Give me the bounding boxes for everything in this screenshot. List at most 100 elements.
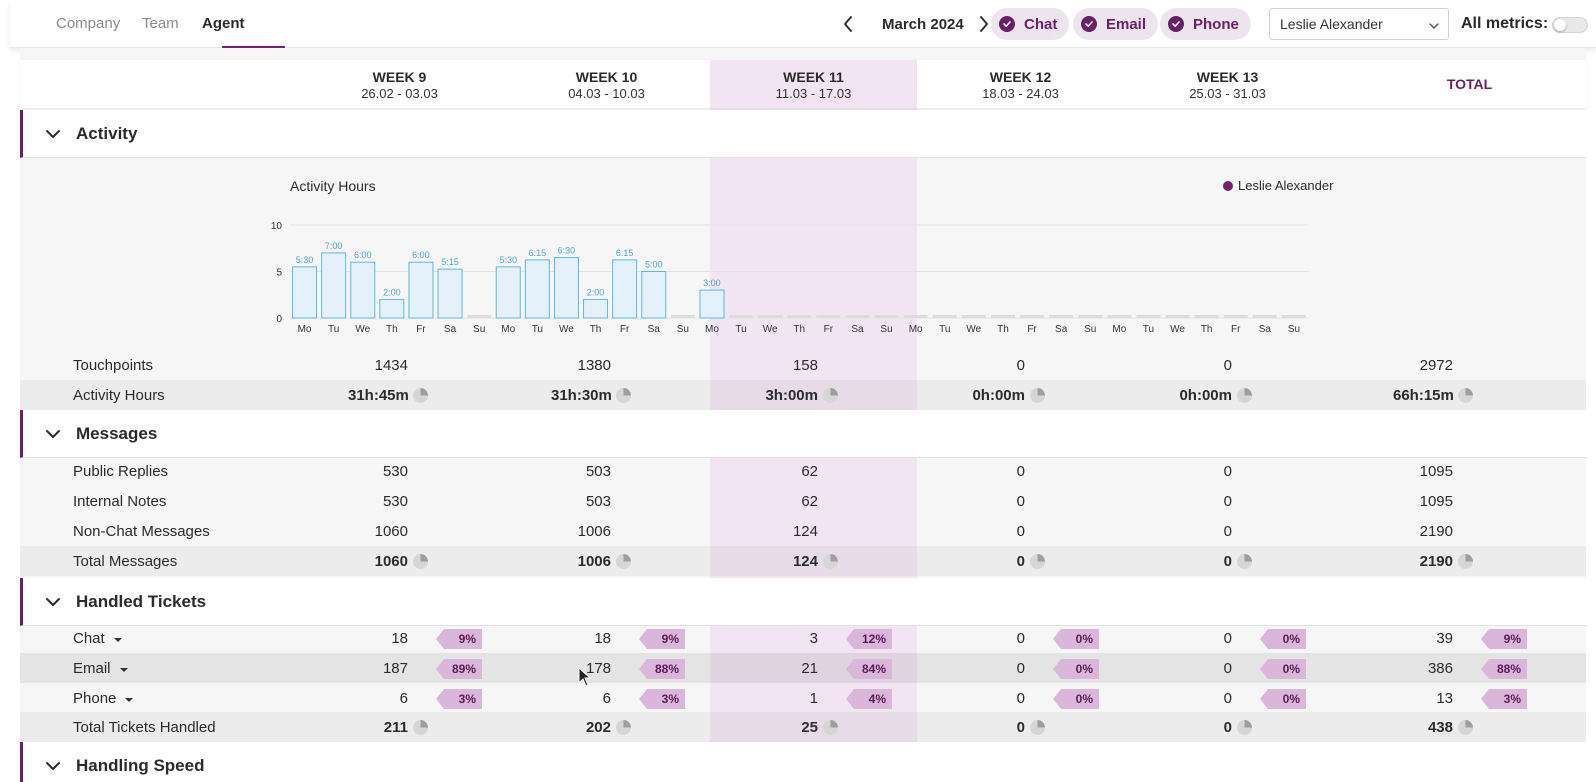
week-header-10[interactable]: WEEK 10 04.03 - 10.03 — [503, 69, 710, 101]
mouse-cursor-icon — [578, 667, 592, 687]
badge-text: 0% — [1075, 692, 1093, 706]
bar — [1020, 315, 1045, 318]
value-cell: 530 — [382, 493, 408, 510]
pie-chart-icon[interactable] — [1458, 720, 1473, 735]
section-messages-header[interactable]: Messages — [20, 410, 1586, 458]
all-metrics-toggle[interactable] — [1552, 17, 1588, 33]
pie-chart-icon[interactable] — [823, 388, 838, 403]
badge-shape — [1260, 659, 1306, 679]
table-row: Chat 18 9% 18 9% 3 12% 0 0% 0 0% 39 9% — [20, 623, 1586, 653]
caret-down-icon[interactable] — [113, 631, 123, 648]
value-cell: 0 — [1223, 719, 1232, 736]
percent-badge: 3% — [639, 689, 685, 709]
pie-chart-icon[interactable] — [616, 554, 631, 569]
pie-chart-icon[interactable] — [1237, 720, 1252, 735]
row-label: Total Tickets Handled — [73, 719, 216, 736]
chat-filter-chip[interactable]: Chat — [991, 8, 1070, 40]
pie-chart-icon[interactable] — [823, 720, 838, 735]
value-cell: 39 — [1436, 630, 1453, 647]
percent-badge: 89% — [436, 659, 482, 679]
tab-team[interactable]: Team — [142, 15, 179, 32]
value-cell: 0 — [1223, 660, 1232, 677]
bar — [553, 257, 579, 319]
y-tick-label: 5 — [276, 268, 282, 279]
row-label[interactable]: Chat — [73, 630, 123, 648]
legend-dot — [1223, 181, 1233, 191]
x-tick-label: Th — [793, 324, 805, 335]
next-month-button[interactable] — [973, 12, 995, 36]
pie-chart-icon[interactable] — [1237, 554, 1252, 569]
table-row: Activity Hours 31h:45m 31h:30m 3h:00m 0h:00m… — [20, 380, 1586, 410]
value-cell: 0 — [1223, 630, 1232, 647]
pie-chart-icon[interactable] — [616, 720, 631, 735]
caret-down-icon[interactable] — [119, 661, 129, 678]
bar — [495, 266, 521, 319]
section-handled-tickets-header[interactable]: Handled Tickets — [20, 578, 1586, 626]
pie-chart-icon[interactable] — [413, 720, 428, 735]
x-tick-label: Su — [880, 324, 892, 335]
phone-filter-chip[interactable]: Phone — [1160, 8, 1251, 40]
value-cell: 158 — [792, 357, 818, 374]
bar — [670, 315, 695, 318]
x-tick-label: Su — [1084, 324, 1096, 335]
row-label[interactable]: Email — [73, 660, 129, 678]
pie-chart-icon[interactable] — [1030, 554, 1045, 569]
bar-value-label: 6:00 — [412, 250, 430, 260]
x-tick-label: Mo — [909, 324, 923, 335]
week-name: WEEK 13 — [1196, 69, 1259, 85]
bar — [932, 315, 957, 318]
x-tick-label: We — [1170, 324, 1185, 335]
prev-month-button[interactable] — [837, 12, 859, 36]
badge-text: 88% — [654, 662, 679, 676]
badge-shape — [436, 689, 482, 709]
pie-chart-icon[interactable] — [616, 388, 631, 403]
section-activity-header[interactable]: Activity — [20, 110, 1586, 158]
badge-text: 3% — [661, 692, 679, 706]
x-tick-label: We — [966, 324, 981, 335]
bar — [787, 315, 812, 318]
badge-shape — [1260, 689, 1306, 709]
week-dates: 26.02 - 03.03 — [361, 86, 438, 101]
bar-value-label: 3:00 — [703, 278, 721, 288]
table-row: Total Tickets Handled 211 202 25 0 0 438 — [20, 712, 1586, 742]
pie-chart-icon[interactable] — [1237, 388, 1252, 403]
agent-select-value: Leslie Alexander — [1280, 16, 1383, 32]
caret-down-icon[interactable] — [124, 691, 134, 708]
value-cell: 3h:00m — [765, 387, 818, 404]
total-column-header: TOTAL — [1446, 76, 1493, 92]
x-tick-label: Tu — [1143, 324, 1154, 335]
bar — [1194, 315, 1219, 318]
pie-chart-icon[interactable] — [1458, 554, 1473, 569]
badge-text: 0% — [1282, 662, 1300, 676]
bar — [467, 315, 492, 318]
pie-chart-icon[interactable] — [1458, 388, 1473, 403]
pie-chart-icon[interactable] — [413, 388, 428, 403]
tab-agent[interactable]: Agent — [202, 15, 245, 32]
row-label: Touchpoints — [73, 357, 154, 374]
week-header-13[interactable]: WEEK 13 25.03 - 31.03 — [1124, 69, 1331, 101]
bar — [408, 261, 434, 319]
section-handling-speed-header[interactable]: Handling Speed — [20, 742, 1586, 782]
row-label[interactable]: Phone — [73, 690, 134, 708]
email-filter-chip[interactable]: Email — [1073, 8, 1159, 40]
bar-value-label: 6:00 — [354, 250, 372, 260]
badge-shape — [1260, 629, 1306, 649]
x-tick-label: Sa — [1259, 324, 1272, 335]
week-header-12[interactable]: WEEK 12 18.03 - 24.03 — [917, 69, 1124, 101]
chevron-down-icon — [45, 127, 61, 145]
pie-chart-icon[interactable] — [1030, 388, 1045, 403]
value-cell: 0h:00m — [1179, 387, 1232, 404]
week-header-9[interactable]: WEEK 9 26.02 - 03.03 — [296, 69, 503, 101]
value-cell: 1434 — [374, 357, 408, 374]
pie-chart-icon[interactable] — [823, 554, 838, 569]
agent-select[interactable]: Leslie Alexander — [1269, 8, 1449, 40]
x-tick-label: Mo — [501, 324, 515, 335]
tab-company[interactable]: Company — [56, 15, 121, 32]
pie-chart-icon[interactable] — [413, 554, 428, 569]
row-label: Activity Hours — [73, 387, 165, 404]
pie-chart-icon[interactable] — [1030, 720, 1045, 735]
table-row: Email 187 89% 178 88% 21 84% 0 0% 0 0% 386 88% — [20, 653, 1586, 683]
week-header-11[interactable]: WEEK 11 11.03 - 17.03 — [710, 69, 917, 101]
x-tick-label: Su — [473, 324, 485, 335]
value-cell: 1006 — [577, 523, 611, 540]
